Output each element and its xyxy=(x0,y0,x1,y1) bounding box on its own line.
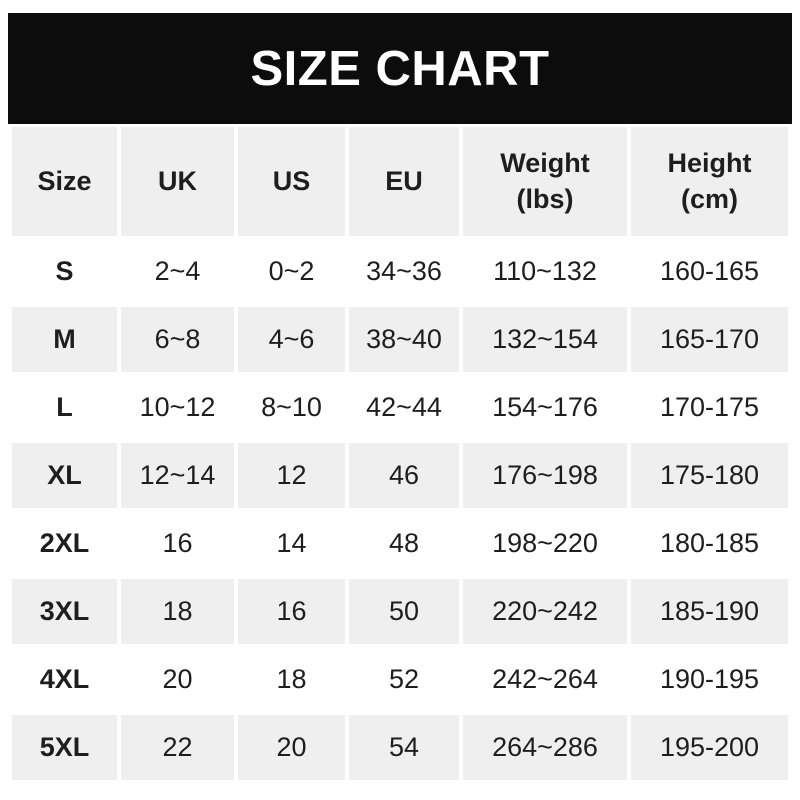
size-label-cell: L xyxy=(12,375,117,440)
table-cell: 22 xyxy=(121,715,234,780)
table-row: S 2~4 0~2 34~36 110~132 160-165 xyxy=(12,239,788,304)
column-header: UK xyxy=(121,127,234,236)
size-label-cell: 3XL xyxy=(12,579,117,644)
table-cell: 48 xyxy=(349,511,459,576)
table-cell: 16 xyxy=(238,579,345,644)
table-cell: 34~36 xyxy=(349,239,459,304)
table-cell: 52 xyxy=(349,647,459,712)
table-cell: 8~10 xyxy=(238,375,345,440)
table-cell: 180-185 xyxy=(631,511,788,576)
column-header: Size xyxy=(12,127,117,236)
table-cell: 0~2 xyxy=(238,239,345,304)
size-chart-image: SIZE CHART Size UK US EU Weight (lbs) Height … xyxy=(0,13,800,800)
table-cell: 198~220 xyxy=(463,511,627,576)
table-cell: 170-175 xyxy=(631,375,788,440)
table-row: 2XL 16 14 48 198~220 180-185 xyxy=(12,511,788,576)
table-cell: 264~286 xyxy=(463,715,627,780)
table-cell: 4~6 xyxy=(238,307,345,372)
table-cell: 54 xyxy=(349,715,459,780)
table-head: Size UK US EU Weight (lbs) Height (cm) xyxy=(12,127,788,236)
size-label-cell: 2XL xyxy=(12,511,117,576)
column-header: EU xyxy=(349,127,459,236)
table-cell: 12~14 xyxy=(121,443,234,508)
table-cell: 185-190 xyxy=(631,579,788,644)
size-label-cell: S xyxy=(12,239,117,304)
table-cell: 160-165 xyxy=(631,239,788,304)
table-cell: 38~40 xyxy=(349,307,459,372)
table-cell: 165-170 xyxy=(631,307,788,372)
table-cell: 18 xyxy=(238,647,345,712)
column-header: Height (cm) xyxy=(631,127,788,236)
table-cell: 12 xyxy=(238,443,345,508)
size-label-cell: 4XL xyxy=(12,647,117,712)
page-title: SIZE CHART xyxy=(250,41,550,96)
table-cell: 10~12 xyxy=(121,375,234,440)
table-cell: 50 xyxy=(349,579,459,644)
table-cell: 20 xyxy=(238,715,345,780)
table-row: L 10~12 8~10 42~44 154~176 170-175 xyxy=(12,375,788,440)
size-label-cell: XL xyxy=(12,443,117,508)
table-row: M 6~8 4~6 38~40 132~154 165-170 xyxy=(12,307,788,372)
table-cell: 42~44 xyxy=(349,375,459,440)
table-cell: 46 xyxy=(349,443,459,508)
table-cell: 16 xyxy=(121,511,234,576)
table-cell: 220~242 xyxy=(463,579,627,644)
table-header-row: Size UK US EU Weight (lbs) Height (cm) xyxy=(12,127,788,236)
table-cell: 14 xyxy=(238,511,345,576)
size-table: Size UK US EU Weight (lbs) Height (cm) S 2~4 0~… xyxy=(8,124,792,783)
size-label-cell: M xyxy=(12,307,117,372)
table-cell: 154~176 xyxy=(463,375,627,440)
table-row: 3XL 18 16 50 220~242 185-190 xyxy=(12,579,788,644)
table-cell: 110~132 xyxy=(463,239,627,304)
table-cell: 190-195 xyxy=(631,647,788,712)
table-cell: 18 xyxy=(121,579,234,644)
table-cell: 195-200 xyxy=(631,715,788,780)
table-cell: 2~4 xyxy=(121,239,234,304)
table-cell: 242~264 xyxy=(463,647,627,712)
table-cell: 6~8 xyxy=(121,307,234,372)
table-body: S 2~4 0~2 34~36 110~132 160-165 M 6~8 4~6 38~40 13… xyxy=(12,239,788,780)
column-header: Weight (lbs) xyxy=(463,127,627,236)
table-cell: 176~198 xyxy=(463,443,627,508)
table-row: 5XL 22 20 54 264~286 195-200 xyxy=(12,715,788,780)
title-bar: SIZE CHART xyxy=(8,13,792,124)
size-label-cell: 5XL xyxy=(12,715,117,780)
table-cell: 132~154 xyxy=(463,307,627,372)
column-header: US xyxy=(238,127,345,236)
table-row: XL 12~14 12 46 176~198 175-180 xyxy=(12,443,788,508)
table-cell: 20 xyxy=(121,647,234,712)
table-cell: 175-180 xyxy=(631,443,788,508)
table-row: 4XL 20 18 52 242~264 190-195 xyxy=(12,647,788,712)
